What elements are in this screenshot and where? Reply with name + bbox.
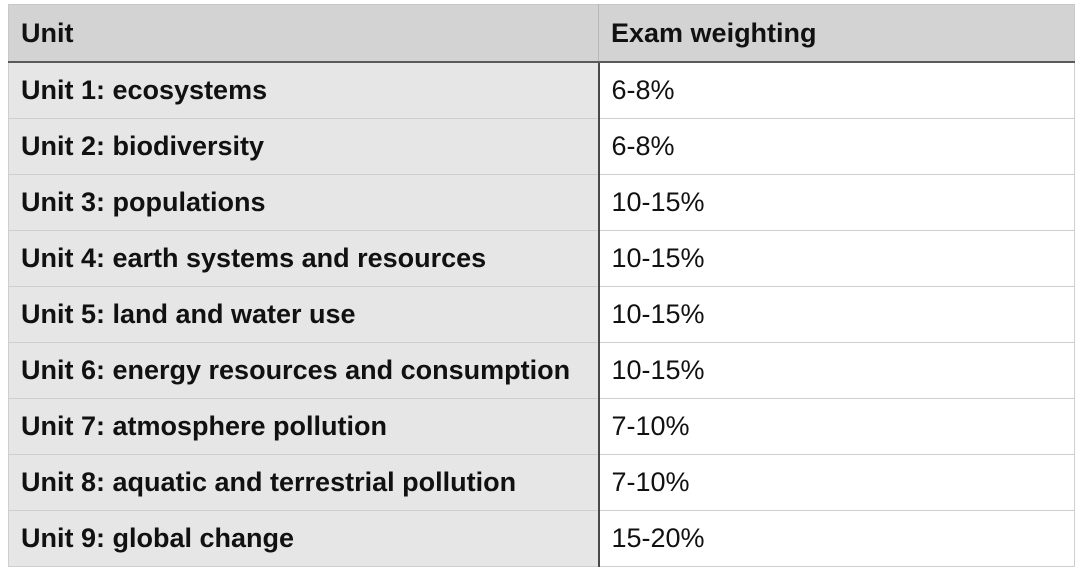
table-body: Unit 1: ecosystems 6-8% Unit 2: biodiver… <box>8 62 1075 567</box>
unit-cell: Unit 8: aquatic and terrestrial pollutio… <box>8 454 600 511</box>
weighting-cell: 15-20% <box>598 510 1075 567</box>
table-header: Unit Exam weighting <box>8 4 1075 63</box>
unit-cell: Unit 1: ecosystems <box>8 62 600 119</box>
weighting-cell: 10-15% <box>598 286 1075 343</box>
unit-cell: Unit 2: biodiversity <box>8 118 600 175</box>
weighting-cell: 7-10% <box>598 454 1075 511</box>
weighting-cell: 10-15% <box>598 342 1075 399</box>
table-row: Unit 7: atmosphere pollution 7-10% <box>8 398 1075 455</box>
table-row: Unit 5: land and water use 10-15% <box>8 286 1075 343</box>
exam-weighting-table-container: Unit Exam weighting Unit 1: ecosystems 6… <box>8 4 1075 567</box>
header-unit: Unit <box>8 4 599 63</box>
unit-cell: Unit 6: energy resources and consumption <box>8 342 600 399</box>
table-row: Unit 6: energy resources and consumption… <box>8 342 1075 399</box>
weighting-cell: 7-10% <box>598 398 1075 455</box>
unit-cell: Unit 5: land and water use <box>8 286 600 343</box>
unit-cell: Unit 7: atmosphere pollution <box>8 398 600 455</box>
weighting-cell: 6-8% <box>598 118 1075 175</box>
unit-cell: Unit 3: populations <box>8 174 600 231</box>
table-row: Unit 4: earth systems and resources 10-1… <box>8 230 1075 287</box>
table-row: Unit 8: aquatic and terrestrial pollutio… <box>8 454 1075 511</box>
weighting-cell: 10-15% <box>598 230 1075 287</box>
unit-cell: Unit 9: global change <box>8 510 600 567</box>
weighting-cell: 6-8% <box>598 62 1075 119</box>
unit-cell: Unit 4: earth systems and resources <box>8 230 600 287</box>
header-exam-weighting: Exam weighting <box>598 4 1075 63</box>
exam-weighting-table: Unit Exam weighting Unit 1: ecosystems 6… <box>8 4 1075 567</box>
table-row: Unit 3: populations 10-15% <box>8 174 1075 231</box>
table-row: Unit 1: ecosystems 6-8% <box>8 62 1075 119</box>
header-row: Unit Exam weighting <box>8 4 1075 63</box>
table-row: Unit 9: global change 15-20% <box>8 510 1075 567</box>
weighting-cell: 10-15% <box>598 174 1075 231</box>
table-row: Unit 2: biodiversity 6-8% <box>8 118 1075 175</box>
